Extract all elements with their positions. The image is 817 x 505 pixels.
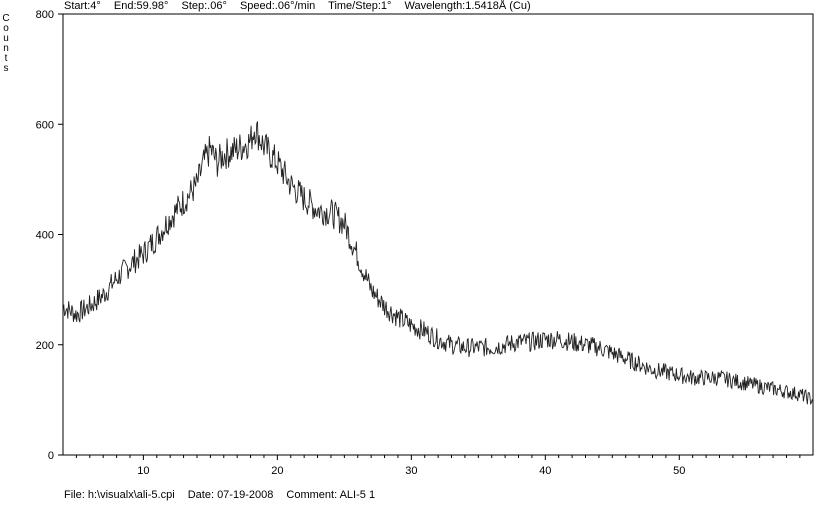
step-size: Step:.06° bbox=[181, 0, 227, 12]
x-tick-label: 10 bbox=[137, 465, 149, 477]
start-angle: Start:4° bbox=[64, 0, 101, 12]
x-tick-label: 30 bbox=[405, 465, 417, 477]
x-tick-label: 20 bbox=[271, 465, 283, 477]
y-tick-label: 600 bbox=[36, 119, 54, 131]
file-comment: Comment: ALI-5 1 bbox=[286, 489, 376, 501]
file-date: Date: 07-19-2008 bbox=[187, 489, 274, 501]
x-tick-label: 40 bbox=[539, 465, 551, 477]
x-tick-label: 50 bbox=[673, 465, 685, 477]
end-angle: End:59.98° bbox=[113, 0, 169, 12]
file-info-footer: File: h:\visualx\ali-5.cpi Date: 07-19-2… bbox=[64, 489, 385, 501]
plot-frame bbox=[62, 13, 814, 456]
wavelength: Wavelength:1.5418Å (Cu) bbox=[404, 0, 531, 12]
file-path: File: h:\visualx\ali-5.cpi bbox=[64, 489, 175, 501]
diffraction-pattern-line bbox=[62, 121, 814, 406]
scan-speed: Speed:.06°/min bbox=[239, 0, 316, 12]
time-per-step: Time/Step:1° bbox=[328, 0, 392, 12]
scan-parameters-header: Start:4° End:59.98° Step:.06° Speed:.06°… bbox=[64, 0, 541, 12]
x-axis-ticks: 10 20 30 40 50 bbox=[75, 455, 801, 477]
y-tick-label: 0 bbox=[48, 450, 54, 462]
y-axis-label: C o u n t s bbox=[2, 13, 10, 74]
y-tick-label: 200 bbox=[36, 340, 54, 352]
y-tick-label: 400 bbox=[36, 230, 54, 242]
y-axis-ticks: 0 200 400 600 800 bbox=[36, 9, 63, 462]
y-tick-label: 800 bbox=[36, 9, 54, 21]
